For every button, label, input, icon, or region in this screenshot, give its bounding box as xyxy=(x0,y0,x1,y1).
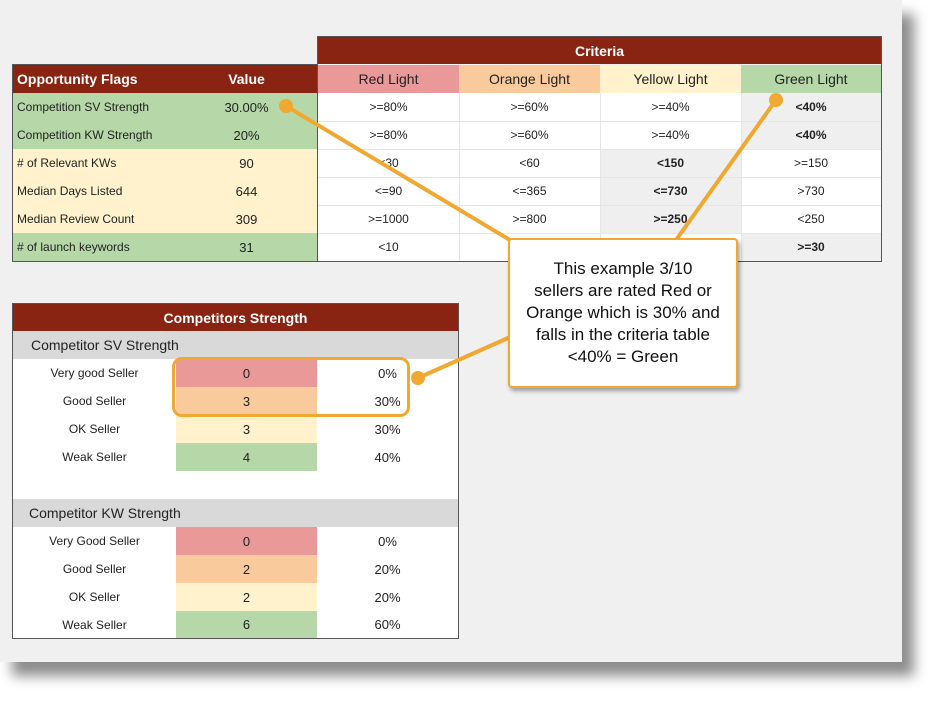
flag-label: # of launch keywords xyxy=(13,233,176,261)
sv-strength-title: Competitor SV Strength xyxy=(13,331,458,359)
flag-label: Median Review Count xyxy=(13,205,176,233)
criteria-cell: <60 xyxy=(459,149,600,177)
seller-label: Good Seller xyxy=(13,555,176,583)
criteria-cell: >=1000 xyxy=(318,205,459,233)
criteria-header-red: Red Light xyxy=(318,65,459,93)
criteria-cell: >=150 xyxy=(741,149,881,177)
seller-label: Weak Seller xyxy=(13,443,176,471)
criteria-cell-active: <150 xyxy=(600,149,741,177)
criteria-cell: >=80% xyxy=(318,93,459,121)
criteria-cell: <=90 xyxy=(318,177,459,205)
criteria-header-orange: Orange Light xyxy=(459,65,600,93)
gridline xyxy=(459,93,460,261)
flag-value: 644 xyxy=(176,177,317,205)
highlight-box xyxy=(172,357,410,417)
callout-line: falls in the criteria table xyxy=(536,325,710,344)
competitors-title: Competitors Strength xyxy=(13,304,458,331)
seller-pct: 60% xyxy=(317,611,458,638)
flag-value: 30.00% xyxy=(176,93,317,121)
seller-count: 6 xyxy=(176,611,317,638)
flag-value: 90 xyxy=(176,149,317,177)
criteria-cell: >=60% xyxy=(459,121,600,149)
connector-line-value xyxy=(284,104,532,254)
gridline xyxy=(318,149,881,150)
callout-connectors xyxy=(279,93,783,385)
flag-label: Competition SV Strength xyxy=(13,93,176,121)
seller-pct: 20% xyxy=(317,583,458,611)
seller-count: 4 xyxy=(176,443,317,471)
seller-label: Good Seller xyxy=(13,387,176,415)
criteria-title: Criteria xyxy=(318,37,881,64)
flag-value: 20% xyxy=(176,121,317,149)
criteria-cell-active: >=30 xyxy=(741,233,881,261)
criteria-cell: <30 xyxy=(318,149,459,177)
seller-pct: 30% xyxy=(317,387,458,415)
callout-line: Orange which is 30% and xyxy=(526,303,720,322)
seller-count: 3 xyxy=(176,415,317,443)
criteria-cell: >=40% xyxy=(600,121,741,149)
seller-count: 3 xyxy=(176,387,317,415)
criteria-cell-active: >=250 xyxy=(600,205,741,233)
callout-line: This example 3/10 xyxy=(553,259,693,278)
connector-dot-value xyxy=(279,99,293,113)
seller-label: Very Good Seller xyxy=(13,527,176,555)
seller-pct: 30% xyxy=(317,415,458,443)
criteria-cell-active: <40% xyxy=(741,121,881,149)
opportunity-flags-header: Opportunity Flags xyxy=(13,65,176,93)
value-header: Value xyxy=(176,65,317,93)
seller-pct: 0% xyxy=(317,359,458,387)
criteria-header-yellow: Yellow Light xyxy=(600,65,741,93)
seller-pct: 20% xyxy=(317,555,458,583)
gridline xyxy=(318,177,881,178)
connector-line-sellers xyxy=(416,336,510,380)
flag-value: 309 xyxy=(176,205,317,233)
gridline xyxy=(741,93,742,261)
flag-value: 31 xyxy=(176,233,317,261)
gridline xyxy=(318,205,881,206)
criteria-header-green: Green Light xyxy=(741,65,881,93)
seller-label: OK Seller xyxy=(13,583,176,611)
flag-label: Median Days Listed xyxy=(13,177,176,205)
kw-strength-title: Competitor KW Strength xyxy=(13,499,458,527)
criteria-cell: <=365 xyxy=(459,177,600,205)
seller-count: 0 xyxy=(176,359,317,387)
seller-count: 2 xyxy=(176,555,317,583)
seller-label: OK Seller xyxy=(13,415,176,443)
seller-label: Weak Seller xyxy=(13,611,176,638)
criteria-cell: <10 xyxy=(318,233,459,261)
criteria-cell: <250 xyxy=(741,205,881,233)
seller-pct: 0% xyxy=(317,527,458,555)
criteria-cell: >=80% xyxy=(318,121,459,149)
criteria-cell: >730 xyxy=(741,177,881,205)
seller-label: Very good Seller xyxy=(13,359,176,387)
connector-line-green xyxy=(674,98,778,242)
flag-label: # of Relevant KWs xyxy=(13,149,176,177)
seller-count: 2 xyxy=(176,583,317,611)
seller-count: 0 xyxy=(176,527,317,555)
seller-pct: 40% xyxy=(317,443,458,471)
criteria-cell: >=800 xyxy=(459,205,600,233)
flag-label: Competition KW Strength xyxy=(13,121,176,149)
connector-dot-green xyxy=(769,93,783,107)
gridline xyxy=(318,121,881,122)
gridline xyxy=(318,233,881,234)
callout-line: <40% = Green xyxy=(567,347,679,366)
criteria-cell: >=40% xyxy=(600,93,741,121)
callout-box: This example 3/10 sellers are rated Red … xyxy=(508,238,738,388)
criteria-cell: >=60% xyxy=(459,93,600,121)
gridline xyxy=(600,93,601,261)
connector-dot-sellers xyxy=(411,371,425,385)
spreadsheet-canvas: Criteria Opportunity Flags Value Red Lig… xyxy=(0,0,902,662)
callout-line: sellers are rated Red or xyxy=(534,281,712,300)
